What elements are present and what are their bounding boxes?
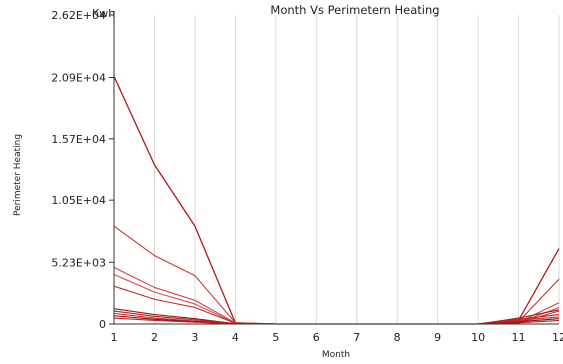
x-axis-label: Month <box>322 350 350 360</box>
y-tick-label: 2.09E+04 <box>51 72 106 85</box>
x-tick-label: 10 <box>471 331 485 344</box>
x-tick-label: 12 <box>552 331 563 344</box>
series-lines <box>113 76 560 325</box>
y-tick-label: 1.57E+04 <box>51 133 106 146</box>
x-tick-label: 4 <box>232 331 239 344</box>
y-tick-label: 0 <box>99 318 106 331</box>
axes: 1 2 3 4 5 6 7 8 9 10 11 1205.23E+031.05E+041.57E+04… <box>51 9 563 344</box>
x-tick-label: 8 <box>394 331 401 344</box>
y-tick-label: 1.05E+04 <box>51 194 106 207</box>
series-line <box>113 76 560 325</box>
x-tick-label: 3 <box>191 331 198 344</box>
series-line <box>113 266 560 325</box>
labels: Month Vs Perimetern Heating Kwh Month Pe… <box>13 3 440 360</box>
x-tick-label: 11 <box>512 331 526 344</box>
y-tick-label: 5.23E+03 <box>51 256 106 269</box>
x-tick-label: 6 <box>313 331 320 344</box>
series-line <box>113 225 560 325</box>
x-tick-label: 7 <box>353 331 360 344</box>
y-tick-label: 2.62E+04 <box>51 9 106 22</box>
chart-title: Month Vs Perimetern Heating <box>270 3 439 17</box>
grid <box>113 15 560 324</box>
y-axis-label: Perimeter Heating <box>13 134 23 216</box>
y-unit-label: Kwh <box>92 7 115 20</box>
x-tick-label: 2 <box>151 331 158 344</box>
x-tick-label: 9 <box>434 331 441 344</box>
series-line <box>113 273 560 325</box>
x-tick-label: 5 <box>272 331 279 344</box>
x-tick-label: 1 <box>111 331 118 344</box>
